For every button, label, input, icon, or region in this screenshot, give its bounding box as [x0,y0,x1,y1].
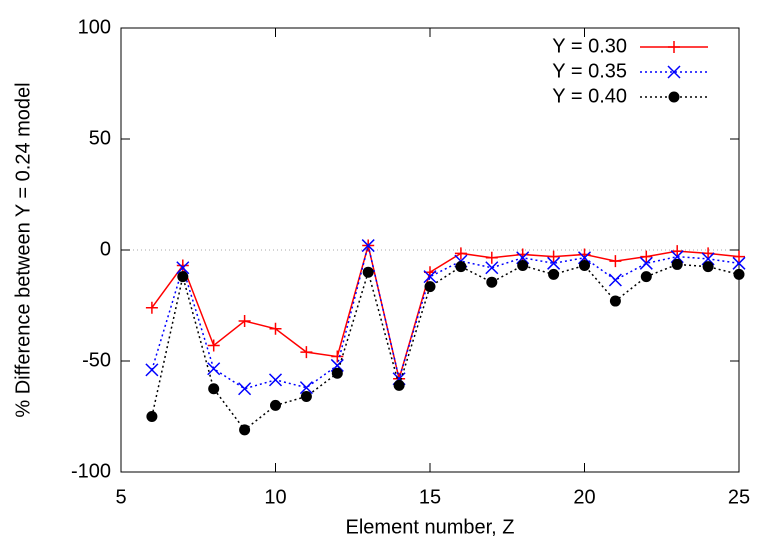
marker [145,301,158,314]
marker [176,261,190,275]
y-tick-label: -50 [82,349,111,371]
legend-label: Y = 0.40 [552,85,627,107]
legend-label: Y = 0.30 [552,35,627,57]
marker [207,362,221,376]
legend-label: Y = 0.35 [552,60,627,82]
marker [238,315,251,328]
marker [485,261,499,275]
marker [454,247,467,260]
x-tick-label: 20 [573,486,595,508]
marker [145,363,159,377]
marker [299,381,313,395]
marker [547,250,560,263]
marker [393,379,405,391]
marker [268,373,283,387]
y-tick-label: 50 [89,127,111,149]
marker [608,273,622,287]
marker [640,250,653,263]
marker [517,260,529,272]
marker [609,295,621,307]
series-line [151,263,740,431]
marker [639,256,653,270]
marker [423,270,437,284]
marker [733,250,745,263]
marker [362,266,374,278]
y-tick-label: 0 [100,238,111,260]
marker [609,255,622,268]
marker [702,247,715,260]
x-tick-label: 5 [115,486,126,508]
marker [239,424,251,436]
marker [671,245,684,258]
marker [547,256,561,270]
marker [579,260,590,272]
marker [300,346,313,359]
x-tick-label: 10 [264,486,286,508]
y-tick-label: -100 [71,460,111,482]
marker [640,271,652,283]
marker [177,271,189,283]
series-line [151,245,740,382]
x-tick-label: 15 [419,486,441,508]
marker [485,251,498,264]
marker [455,261,467,273]
marker [732,256,746,270]
marker [331,350,344,363]
plot-frame [120,27,740,473]
y-tick-label: 100 [78,16,111,38]
marker [671,258,683,270]
marker [208,383,220,395]
marker [548,268,560,280]
marker [238,382,252,396]
marker [424,281,436,293]
y-axis-label: % Difference between Y = 0.24 model [12,82,34,417]
x-tick-label: 25 [728,486,750,508]
marker [300,391,312,403]
series-line [151,245,740,390]
marker [486,276,498,288]
marker [702,261,714,273]
marker [269,322,282,335]
marker [668,91,680,103]
marker [146,411,158,422]
marker [733,268,745,280]
marker [207,339,220,352]
marker [668,41,680,53]
x-axis-label: Element number, Z [346,516,515,538]
marker [667,65,681,79]
marker [270,399,281,411]
marker [361,239,375,253]
marker [331,367,343,379]
